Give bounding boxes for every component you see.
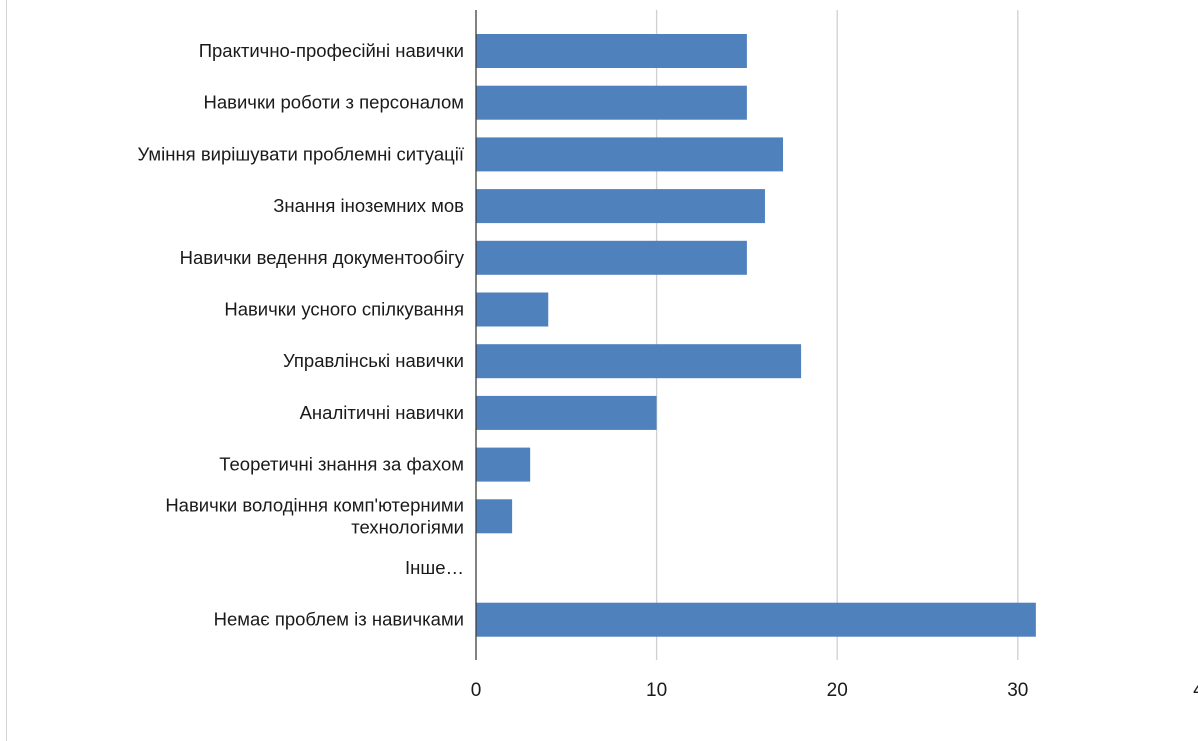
category-label: Уміння вирішувати проблемні ситуації	[137, 143, 464, 164]
bar	[476, 395, 657, 430]
category-label: Навички ведення документообігу	[180, 247, 465, 268]
bar	[476, 137, 784, 172]
category-labels: Практично-професійні навички Навички робо…	[137, 40, 464, 630]
x-tick-label: 10	[646, 680, 667, 701]
bar	[476, 34, 747, 68]
bar	[476, 602, 1036, 637]
category-label: Інше…	[405, 557, 464, 578]
bars	[476, 34, 1036, 637]
x-tick-label: 20	[827, 680, 848, 701]
bar	[476, 189, 765, 224]
bar	[476, 85, 747, 120]
bar	[476, 292, 549, 327]
frame-left-border	[6, 0, 7, 741]
category-label: Навички усного спілкування	[224, 299, 464, 320]
bar	[476, 447, 531, 482]
category-label: Практично-професійні навички	[199, 40, 464, 61]
category-label: Знання іноземних мов	[273, 195, 464, 216]
category-label: Аналітичні навички	[300, 402, 464, 423]
x-tick-label: 0	[471, 680, 482, 701]
x-tick-label: 30	[1007, 680, 1028, 701]
x-tick-labels: 0 10 20 30 4	[471, 680, 1198, 701]
category-label: Немає проблем із навичками	[214, 609, 464, 630]
category-label: Управлінські навички	[283, 350, 464, 371]
category-label: технологіями	[351, 516, 464, 537]
category-label: Навички роботи з персоналом	[204, 92, 465, 113]
category-label: Навички володіння комп'ютерними	[165, 494, 464, 515]
bar	[476, 240, 747, 275]
bar	[476, 499, 513, 534]
x-tick-label: 4	[1193, 680, 1198, 701]
bar	[476, 344, 802, 379]
category-label: Теоретичні знання за фахом	[219, 454, 464, 475]
